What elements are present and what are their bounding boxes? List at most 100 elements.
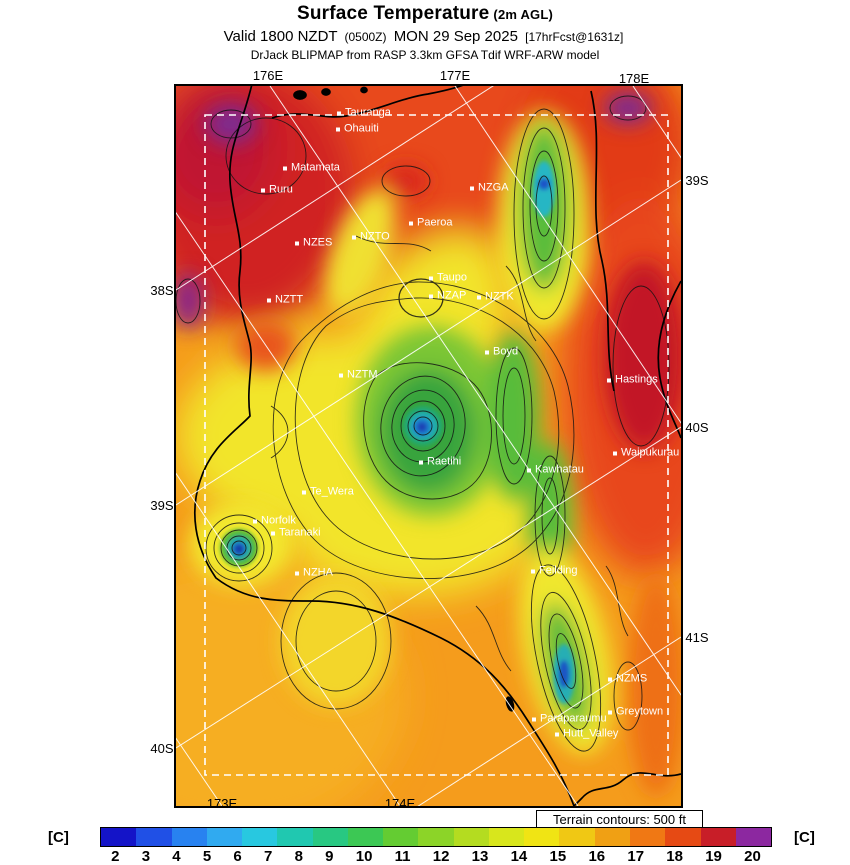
graticule-label-174e: 174E bbox=[384, 796, 416, 811]
colorbar-segment bbox=[347, 828, 384, 846]
colorbar-unit-left: [C] bbox=[48, 829, 69, 846]
colorbar-segment bbox=[665, 828, 701, 846]
station-dot-icon bbox=[267, 298, 271, 302]
station-nzes: NZES bbox=[295, 236, 333, 249]
colorbar-tick: 7 bbox=[264, 848, 273, 865]
colorbar-segment bbox=[171, 828, 207, 846]
station-raetihi: Raetihi bbox=[419, 456, 461, 468]
station-label: NZGA bbox=[478, 181, 509, 194]
colorbar-tick: 20 bbox=[744, 848, 761, 865]
station-dot-icon bbox=[485, 350, 489, 354]
graticule-label-178e: 178E bbox=[618, 71, 650, 86]
terrain-note-text: Terrain contours: 500 ft bbox=[553, 811, 686, 827]
station-tauranga: Tauranga bbox=[337, 106, 391, 119]
station-te_wera: Te_Wera bbox=[302, 486, 354, 498]
station-label: NZAP bbox=[437, 289, 467, 302]
station-dot-icon bbox=[253, 519, 257, 523]
graticule-layer bbox=[176, 86, 681, 806]
colorbar-tick: 18 bbox=[666, 848, 683, 865]
station-dot-icon bbox=[261, 188, 265, 192]
station-label: Hutt_Valley bbox=[563, 727, 619, 740]
station-nzap: NZAP bbox=[429, 289, 467, 302]
colorbar-wrap: [C] [C] 2 3 4 5 6 7 8 9 10 11 12 13 14 15 16 17 18 19 20 bbox=[0, 824, 850, 865]
colorbar-segments bbox=[100, 827, 772, 847]
station-greytown: Greytown bbox=[608, 706, 663, 718]
station-dot-icon bbox=[607, 378, 611, 382]
station-dot-icon bbox=[532, 717, 536, 721]
station-dot-icon bbox=[283, 166, 287, 170]
terrain-contour-layer bbox=[176, 95, 670, 752]
station-dot-icon bbox=[527, 468, 531, 472]
station-norfolk: Norfolk bbox=[253, 515, 296, 527]
colorbar-tick: 8 bbox=[294, 848, 303, 865]
station-nzms: NZMS bbox=[608, 673, 647, 685]
station-dot-icon bbox=[271, 531, 275, 535]
station-dot-icon bbox=[409, 221, 413, 225]
station-dot-icon bbox=[608, 677, 612, 681]
colorbar-segment bbox=[277, 828, 313, 846]
station-dot-icon bbox=[302, 490, 306, 494]
forecast-tag: [17hrFcst@1631z] bbox=[525, 30, 624, 44]
valid-date: MON 29 Sep 2025 bbox=[393, 28, 518, 45]
colorbar-tick: 19 bbox=[705, 848, 722, 865]
title-suffix: (2m AGL) bbox=[493, 7, 554, 22]
station-paeroa: Paeroa bbox=[409, 216, 453, 229]
station-nzto: NZTO bbox=[352, 231, 390, 243]
colorbar-segment bbox=[101, 828, 137, 846]
colorbar-tick: 4 bbox=[172, 848, 181, 865]
station-hastings: Hastings bbox=[607, 374, 658, 386]
station-dot-icon bbox=[295, 241, 299, 245]
station-label: NZTK bbox=[485, 290, 514, 303]
station-dot-icon bbox=[339, 373, 343, 377]
colorbar-segment bbox=[206, 828, 243, 846]
station-paraparaumu: Paraparaumu bbox=[532, 712, 607, 725]
station-ohauiti: Ohauiti bbox=[336, 122, 379, 135]
map-stations: Tauranga Ohauiti Matamata Ruru NZGA NZES NZTO P… bbox=[176, 86, 681, 806]
title-text: Surface Temperature bbox=[296, 3, 490, 24]
station-dot-icon bbox=[608, 710, 612, 714]
station-label: Tauranga bbox=[345, 106, 391, 119]
station-dot-icon bbox=[531, 569, 535, 573]
station-nzha: NZHA bbox=[295, 566, 333, 579]
station-dot-icon bbox=[352, 235, 356, 239]
terrain-note-box: Terrain contours: 500 ft bbox=[536, 810, 703, 828]
station-label: Ruru bbox=[269, 183, 293, 196]
station-dot-icon bbox=[429, 276, 433, 280]
valid-zulu: (0500Z) bbox=[344, 30, 387, 44]
graticule-label-41s: 41S bbox=[685, 630, 709, 645]
colorbar-segment bbox=[524, 828, 560, 846]
colorbar-segment bbox=[559, 828, 595, 846]
station-label: NZHA bbox=[303, 566, 333, 579]
model-domain-boundary bbox=[204, 114, 669, 776]
station-nzga: NZGA bbox=[470, 181, 509, 194]
colorbar-segment bbox=[242, 828, 278, 846]
station-kawhatau: Kawhatau bbox=[527, 464, 584, 476]
colorbar-tick: 11 bbox=[394, 848, 411, 865]
colorbar-tick: 6 bbox=[233, 848, 242, 865]
station-hutt_valley: Hutt_Valley bbox=[555, 727, 619, 740]
station-waipukurau: Waipukurau bbox=[613, 447, 679, 459]
colorbar-tick: 10 bbox=[355, 848, 373, 865]
station-boyd: Boyd bbox=[485, 346, 518, 358]
station-label: NZTM bbox=[347, 368, 378, 381]
station-label: NZES bbox=[303, 236, 333, 249]
station-feilding: Feilding bbox=[531, 565, 578, 577]
station-label: Ohauiti bbox=[344, 122, 379, 135]
station-dot-icon bbox=[295, 571, 299, 575]
station-ruru: Ruru bbox=[261, 183, 293, 196]
station-nztk: NZTK bbox=[477, 290, 514, 303]
station-label: Paeroa bbox=[417, 216, 453, 229]
colorbar-tick: 14 bbox=[510, 848, 528, 865]
colorbar-segment bbox=[700, 828, 736, 846]
station-dot-icon bbox=[336, 127, 340, 131]
colorbar-segment bbox=[383, 828, 419, 846]
colorbar-segment bbox=[735, 828, 772, 846]
station-label: Paraparaumu bbox=[540, 712, 607, 725]
station-dot-icon bbox=[419, 460, 423, 464]
model-line: DrJack BLIPMAP from RASP 3.3km GFSA Tdif… bbox=[250, 48, 600, 62]
graticule-label-39s: 39S bbox=[150, 498, 174, 513]
colorbar-tick: 3 bbox=[141, 848, 151, 865]
graticule-label-38s: 38S bbox=[150, 283, 174, 298]
station-dot-icon bbox=[555, 732, 559, 736]
graticule-label-176e: 176E bbox=[252, 68, 284, 83]
